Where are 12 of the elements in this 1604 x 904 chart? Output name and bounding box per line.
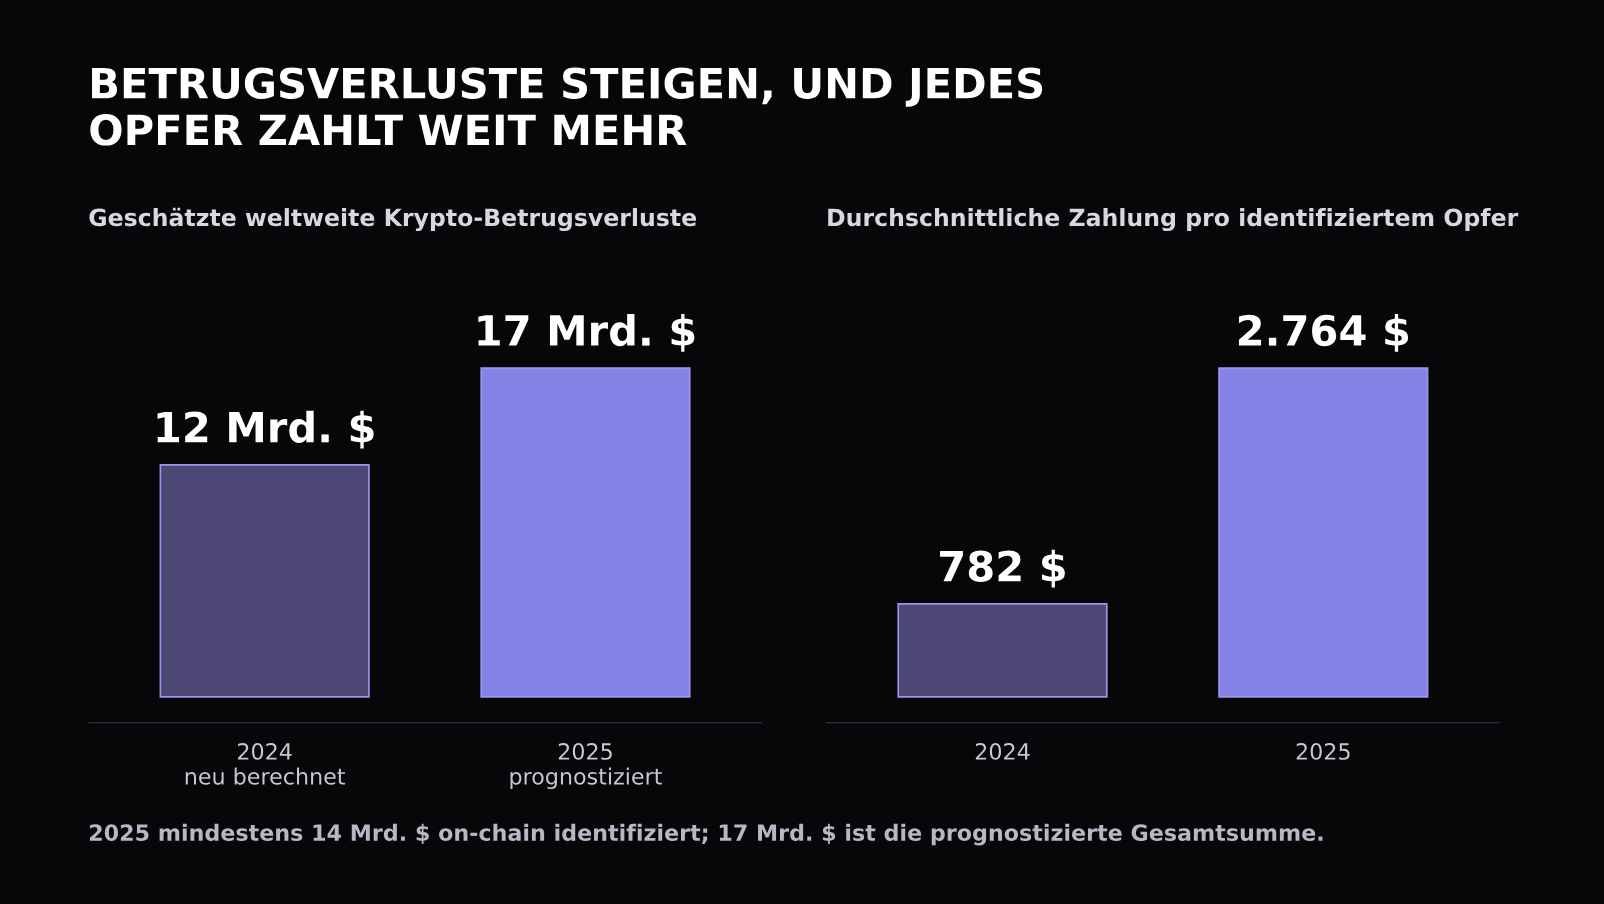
chart-subtitle: Durchschnittliche Zahlung pro identifiziertem Opfer bbox=[828, 208, 1519, 232]
data-label: 2.764 $ bbox=[1238, 313, 1409, 352]
x-tick-label: 2025 prognostiziert bbox=[510, 743, 662, 790]
data-label: 782 $ bbox=[940, 549, 1065, 588]
data-label: 17 Mrd. $ bbox=[478, 313, 695, 352]
x-tick-label: 2025 bbox=[1296, 743, 1350, 760]
data-label: 12 Mrd. $ bbox=[157, 410, 374, 449]
chart-title: BETRUGSVERLUSTE STEIGEN, UND JEDES OPFER ZAHLT WEIT MEHR bbox=[90, 67, 1043, 146]
x-tick-label: 2024 neu berechnet bbox=[185, 743, 346, 785]
x-tick-label: 2024 bbox=[975, 743, 1030, 760]
text: 2025 mindestens 14 Mrd. $ on-chain identifiziert; 17 Mrd. $ ist die prognostizierte Gesamtsumme. bbox=[89, 823, 1323, 846]
chart-subtitle: Geschätzte weltweite Krypto-Betrugsverluste bbox=[89, 207, 697, 232]
